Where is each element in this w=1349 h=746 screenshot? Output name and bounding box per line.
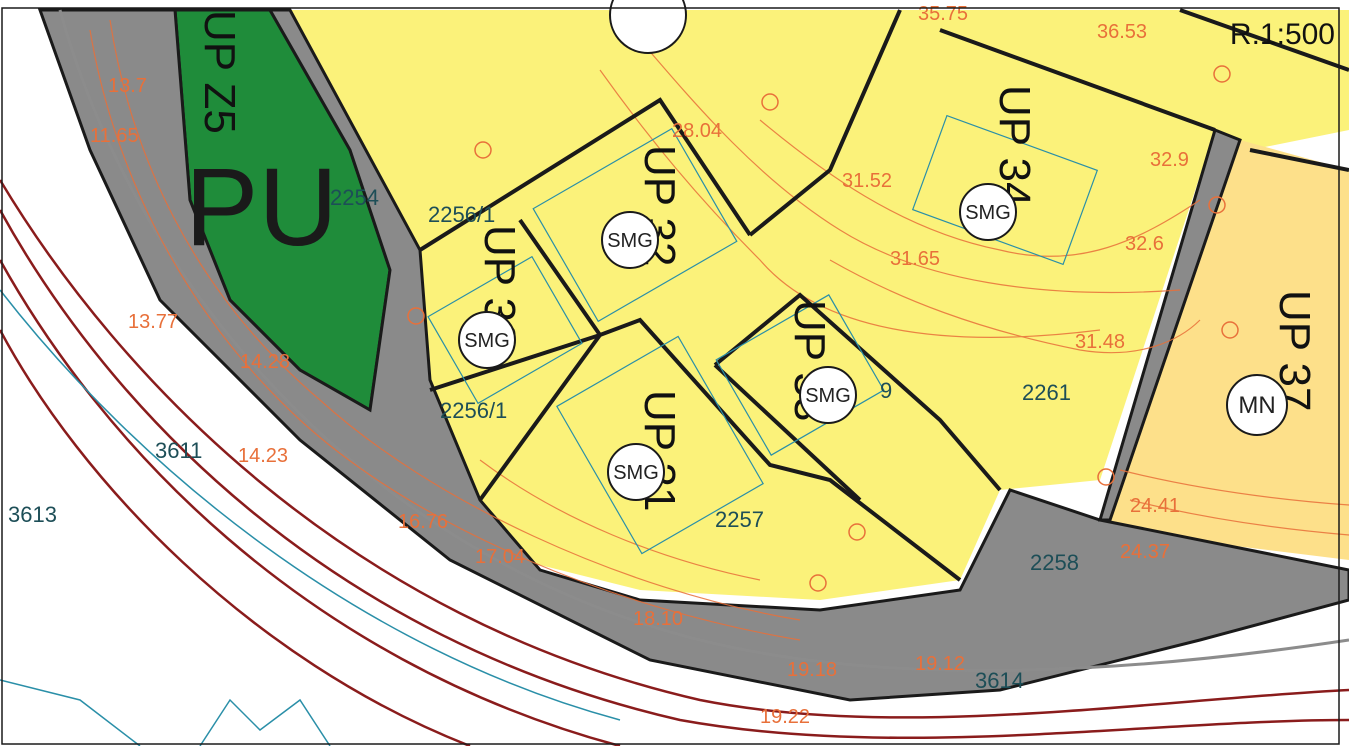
road-curves [0,9,1349,746]
zone-area-up37 [1105,140,1349,560]
use-code-up32: SMG [607,230,653,252]
elevation-36-53: 36.53 [1097,21,1147,43]
zone-label-pu: PU [185,146,338,269]
parcel-2261: 2261 [1022,380,1071,405]
parcel-2257: 2257 [715,507,764,532]
elevation-13-77: 13.77 [128,311,178,333]
elevation-32-9: 32.9 [1150,149,1189,171]
use-code-marker-up37: MN [1226,374,1288,436]
use-code-up30: SMG [464,330,510,352]
use-code-marker [609,0,687,54]
use-code-up31: SMG [613,462,659,484]
use-code-marker-up30: SMG [458,311,516,369]
use-code-marker-up32: SMG [601,211,659,269]
parcel-2254: 2254 [330,185,379,210]
elevation-31-65: 31.65 [890,248,940,270]
use-code-up34: SMG [965,202,1011,224]
parcel-3614: 3614 [975,668,1024,693]
elevation-11-65: 11.65 [90,125,139,147]
elevation-24-41: 24.41 [1130,495,1180,517]
elevation-24-37: 24.37 [1120,541,1170,563]
parcel-2256-1-bottom: 2256/1 [440,398,507,423]
elevation-17-04: 17.04 [475,546,525,568]
elevation-18-10: 18.10 [633,608,683,630]
elevation-14-28: 14.28 [240,351,290,373]
use-code-up37: MN [1238,392,1275,419]
scale-label: R.1:500 [1229,18,1335,51]
use-code-marker-up34: SMG [959,183,1017,241]
parcel-3613: 3613 [8,502,57,527]
elevation-31-52: 31.52 [842,170,892,192]
elevation-16-76: 16.76 [398,511,448,533]
elevation-19-22: 19.22 [760,706,810,728]
elevation-14-23: 14.23 [238,445,288,467]
zone-boundaries [418,8,1349,582]
elevation-35-75: 35.75 [918,3,968,25]
elevation-32-6: 32.6 [1125,233,1164,255]
contour-lines [89,19,1349,641]
elevation-13-7: 13.7 [108,75,147,97]
elevation-19-18: 19.18 [787,659,837,681]
use-code-marker-up33: SMG [799,366,857,424]
parcel-2258: 2258 [1030,550,1079,575]
parcel-2256-1-top: 2256/1 [428,202,495,227]
use-code-marker-up31: SMG [607,443,665,501]
road-strip-right [1097,127,1242,522]
survey-points [407,65,1239,592]
parcel-9: 9 [880,378,892,403]
zone-area-yellow-main [285,10,1349,600]
elevation-31-48: 31.48 [1075,331,1125,353]
use-code-up33: SMG [805,385,851,407]
map-frame [1,7,1340,745]
elevation-28-04: 28.04 [672,120,722,142]
elevation-19-12: 19.12 [915,653,965,675]
parcel-3611: 3611 [155,438,202,463]
zone-label-upz5: UP Z5 [195,10,244,134]
